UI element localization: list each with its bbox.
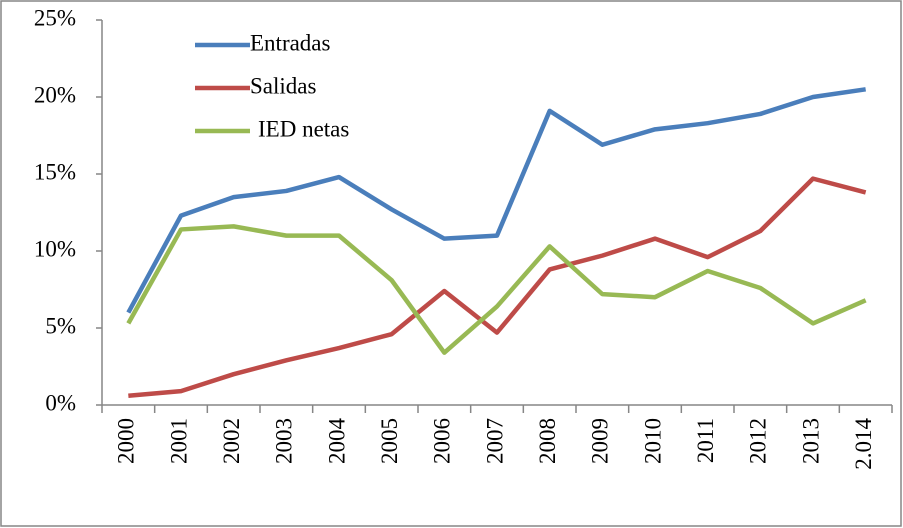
- x-tick-label: 2010: [640, 418, 665, 464]
- x-tick-label: 2005: [377, 418, 402, 464]
- x-tick-label: 2012: [746, 418, 771, 464]
- x-tick-label: 2003: [272, 418, 297, 464]
- y-tick-label: 15%: [34, 159, 76, 184]
- series-line: [126, 87, 866, 314]
- x-tick-label: 2001: [166, 418, 191, 464]
- x-tick-label: 2006: [430, 418, 455, 464]
- y-tick-label: 20%: [34, 82, 76, 107]
- y-tick-label: 10%: [34, 236, 76, 261]
- x-tick-label: 2007: [482, 418, 507, 464]
- y-tick-label: 25%: [34, 5, 76, 30]
- legend-label: IED netas: [258, 116, 349, 141]
- legend-label: Entradas: [250, 30, 331, 55]
- x-tick-label: 2008: [535, 418, 560, 464]
- x-tick-label: 2013: [798, 418, 823, 464]
- x-tick-label: 2011: [693, 418, 718, 463]
- y-tick-label: 5%: [45, 313, 76, 338]
- x-tick-label: 2002: [219, 418, 244, 464]
- legend-label: Salidas: [250, 73, 316, 98]
- x-tick-label: 2009: [588, 418, 613, 464]
- x-tick-label: 2004: [324, 418, 349, 465]
- x-tick-label: 2.014: [851, 418, 876, 470]
- x-tick-label: 2000: [114, 418, 139, 464]
- series-line: [126, 224, 867, 355]
- series-line: [128, 176, 867, 399]
- y-tick-label: 0%: [45, 390, 76, 415]
